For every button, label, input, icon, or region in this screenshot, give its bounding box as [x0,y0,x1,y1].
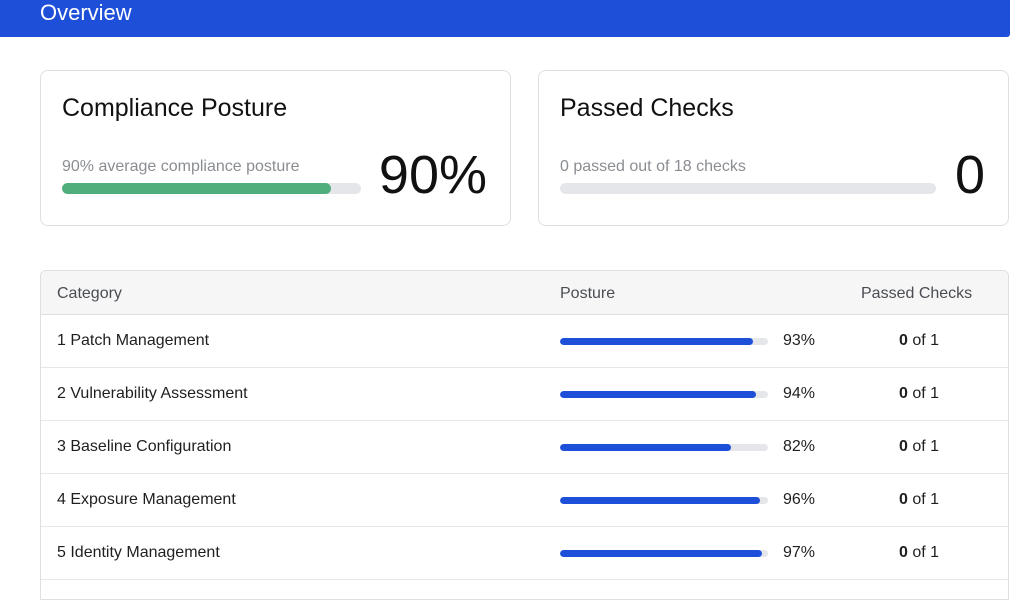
compliance-posture-progress-track [62,183,361,194]
posture-progress-fill [560,444,731,451]
passed-count: 0 [899,491,908,508]
posture-progress-track [560,497,768,504]
table-row[interactable]: 3 Baseline Configuration 82% 0 of 1 [41,421,1008,474]
table-row[interactable]: 1 Patch Management 93% 0 of 1 [41,315,1008,368]
passed-total: of 1 [907,491,940,508]
table-header: Category Posture Passed Checks [41,271,1008,315]
page-title: Overview [40,0,132,25]
passed-total: of 1 [907,544,940,561]
column-header-posture[interactable]: Posture [560,285,616,302]
posture-progress-track [560,391,768,398]
passed-checks-value: 0 [954,145,985,205]
passed-total: of 1 [907,332,940,349]
posture-percent: 96% [783,491,816,508]
passed-checks-count: 0 of 1 [899,437,939,457]
passed-checks-count: 0 of 1 [899,490,939,510]
passed-checks-subtitle: 0 passed out of 18 checks [560,158,746,175]
passed-count: 0 [899,544,908,561]
passed-total: of 1 [907,438,940,455]
passed-count: 0 [899,385,908,402]
overview-header-bar: Overview [0,0,1010,37]
category-name: 4 Exposure Management [57,491,236,508]
category-name: 3 Baseline Configuration [57,438,232,455]
compliance-posture-value: 90% [378,145,487,205]
compliance-posture-progress-fill [62,183,332,194]
category-name: 1 Patch Management [57,332,210,349]
passed-checks-card: Passed Checks 0 passed out of 18 checks … [538,70,1009,226]
posture-percent: 93% [783,332,816,349]
compliance-posture-title: Compliance Posture [62,94,288,122]
table-row[interactable]: 2 Vulnerability Assessment 94% 0 of 1 [41,368,1008,421]
table-row[interactable]: 4 Exposure Management 96% 0 of 1 [41,474,1008,527]
passed-total: of 1 [907,385,940,402]
table-row[interactable]: 5 Identity Management 97% 0 of 1 [41,527,1008,580]
passed-checks-progress-track [560,183,936,194]
category-name: 5 Identity Management [57,544,220,561]
posture-progress-fill [560,338,754,345]
passed-checks-count: 0 of 1 [899,384,939,404]
passed-count: 0 [899,438,908,455]
posture-progress-track [560,338,768,345]
posture-progress-fill [560,391,756,398]
passed-checks-title: Passed Checks [560,94,734,122]
passed-count: 0 [899,332,908,349]
category-name: 2 Vulnerability Assessment [57,385,248,402]
posture-progress-fill [560,497,760,504]
posture-progress-track [560,550,768,557]
compliance-posture-subtitle: 90% average compliance posture [62,158,300,175]
posture-progress-track [560,444,768,451]
posture-percent: 97% [783,544,816,561]
column-header-category[interactable]: Category [57,285,122,302]
passed-checks-count: 0 of 1 [899,543,939,563]
posture-percent: 82% [783,438,816,455]
posture-progress-fill [560,550,762,557]
column-header-passed-checks[interactable]: Passed Checks [861,285,973,302]
compliance-posture-card: Compliance Posture 90% average complianc… [40,70,511,226]
category-table: Category Posture Passed Checks 1 Patch M… [40,270,1009,600]
passed-checks-count: 0 of 1 [899,331,939,351]
posture-percent: 94% [783,385,816,402]
